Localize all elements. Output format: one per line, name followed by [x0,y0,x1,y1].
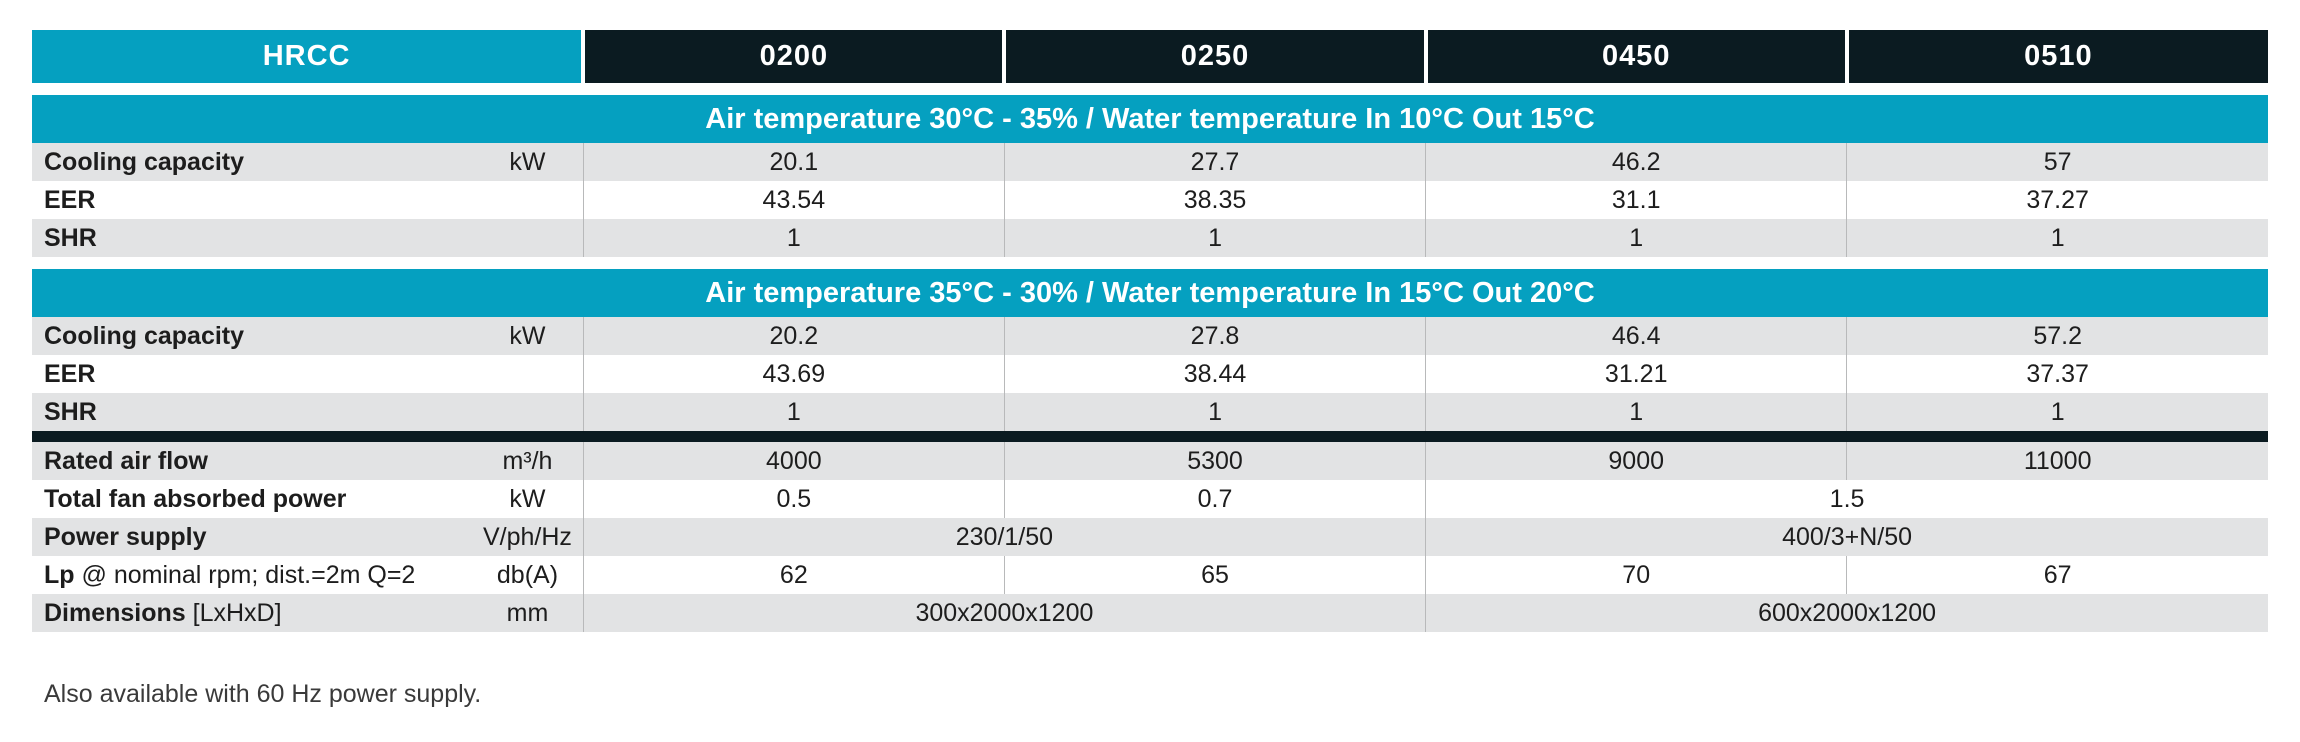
row-label: Rated air flow [32,442,473,480]
table-row: Cooling capacity kW 20.1 27.7 46.2 57 [32,143,2268,181]
row-unit [472,181,584,219]
cell-value: 31.21 [1425,355,1848,393]
row-unit: kW [472,480,584,518]
cell-value: 20.2 [583,317,1005,355]
row-unit [472,219,584,257]
section-1-title: Air temperature 30°C - 35% / Water tempe… [32,95,2268,143]
cell-value: 11000 [1846,442,2268,480]
table-row: SHR 1 1 1 1 [32,393,2268,431]
row-unit: mm [472,594,584,632]
row-unit: db(A) [472,556,584,594]
cell-value: 38.35 [1004,181,1427,219]
cell-value: 0.7 [1004,480,1427,518]
row-label-main: Lp [44,560,75,589]
cell-value: 70 [1425,556,1848,594]
cell-value: 46.2 [1425,143,1848,181]
spec-table: HRCC 0200 0250 0450 0510 Air temperature… [32,30,2268,632]
spacer [32,83,2268,95]
table-row: Power supply V/ph/Hz 230/1/50 400/3+N/50 [32,518,2268,556]
table-row: Lp @ nominal rpm; dist.=2m Q=2 db(A) 62 … [32,556,2268,594]
row-unit: kW [472,143,584,181]
cell-value: 57.2 [1846,317,2268,355]
cell-value: 27.8 [1004,317,1427,355]
row-unit [472,393,584,431]
cell-value: 43.69 [583,355,1005,393]
cell-value-merged: 1.5 [1425,480,2268,518]
cell-value: 65 [1004,556,1427,594]
cell-value: 43.54 [583,181,1005,219]
table-row: SHR 1 1 1 1 [32,219,2268,257]
cell-value: 62 [583,556,1005,594]
cell-value: 0.5 [583,480,1005,518]
section-title-row: Air temperature 30°C - 35% / Water tempe… [32,95,2268,143]
row-label: EER [32,355,473,393]
section-divider [32,431,2268,442]
row-label: Power supply [32,518,473,556]
model-header: 0200 [583,30,1007,83]
table-row: Cooling capacity kW 20.2 27.8 46.4 57.2 [32,317,2268,355]
row-unit: kW [472,317,584,355]
table-row: Dimensions [LxHxD] mm 300x2000x1200 600x… [32,594,2268,632]
cell-value: 1 [1004,219,1427,257]
cell-value: 38.44 [1004,355,1427,393]
row-label: Lp @ nominal rpm; dist.=2m Q=2 [32,556,473,594]
cell-value: 9000 [1425,442,1848,480]
cell-value: 1 [583,219,1005,257]
spec-table-sheet: HRCC 0200 0250 0450 0510 Air temperature… [32,30,2268,632]
row-label: Dimensions [LxHxD] [32,594,473,632]
row-label-detail: [LxHxD] [185,598,282,627]
cell-value-merged: 400/3+N/50 [1425,518,2268,556]
cell-value: 1 [1004,393,1427,431]
section-2-title: Air temperature 35°C - 30% / Water tempe… [32,269,2268,317]
cell-value: 46.4 [1425,317,1848,355]
row-unit [472,355,584,393]
model-header: 0250 [1004,30,1428,83]
footnote: Also available with 60 Hz power supply. [44,680,482,708]
row-label-main: Dimensions [44,598,186,627]
row-label: EER [32,181,473,219]
cell-value: 27.7 [1004,143,1427,181]
spacer [32,257,2268,269]
cell-value: 31.1 [1425,181,1848,219]
model-header: 0450 [1425,30,1849,83]
row-label: Cooling capacity [32,143,473,181]
cell-value: 67 [1846,556,2268,594]
cell-value-merged: 300x2000x1200 [583,594,1427,632]
table-row: Total fan absorbed power kW 0.5 0.7 1.5 [32,480,2268,518]
cell-value: 5300 [1004,442,1427,480]
cell-value: 37.27 [1846,181,2268,219]
row-unit: m³/h [472,442,584,480]
cell-value: 1 [1846,393,2268,431]
model-header: 0510 [1846,30,2268,83]
table-row: Rated air flow m³/h 4000 5300 9000 11000 [32,442,2268,480]
cell-value: 1 [583,393,1005,431]
cell-value: 37.37 [1846,355,2268,393]
row-label: Total fan absorbed power [32,480,473,518]
cell-value: 4000 [583,442,1005,480]
row-label: Cooling capacity [32,317,473,355]
row-label-detail: @ nominal rpm; dist.=2m Q=2 [74,560,416,589]
table-row: EER 43.69 38.44 31.21 37.37 [32,355,2268,393]
cell-value-merged: 230/1/50 [583,518,1427,556]
row-label: SHR [32,219,473,257]
cell-value: 1 [1425,393,1848,431]
cell-value: 1 [1846,219,2268,257]
row-label: SHR [32,393,473,431]
cell-value-merged: 600x2000x1200 [1425,594,2268,632]
section-title-row: Air temperature 35°C - 30% / Water tempe… [32,269,2268,317]
cell-value: 57 [1846,143,2268,181]
cell-value: 1 [1425,219,1848,257]
header-row: HRCC 0200 0250 0450 0510 [32,30,2268,83]
row-unit: V/ph/Hz [472,518,584,556]
brand-header: HRCC [32,30,586,83]
table-row: EER 43.54 38.35 31.1 37.27 [32,181,2268,219]
cell-value: 20.1 [583,143,1005,181]
